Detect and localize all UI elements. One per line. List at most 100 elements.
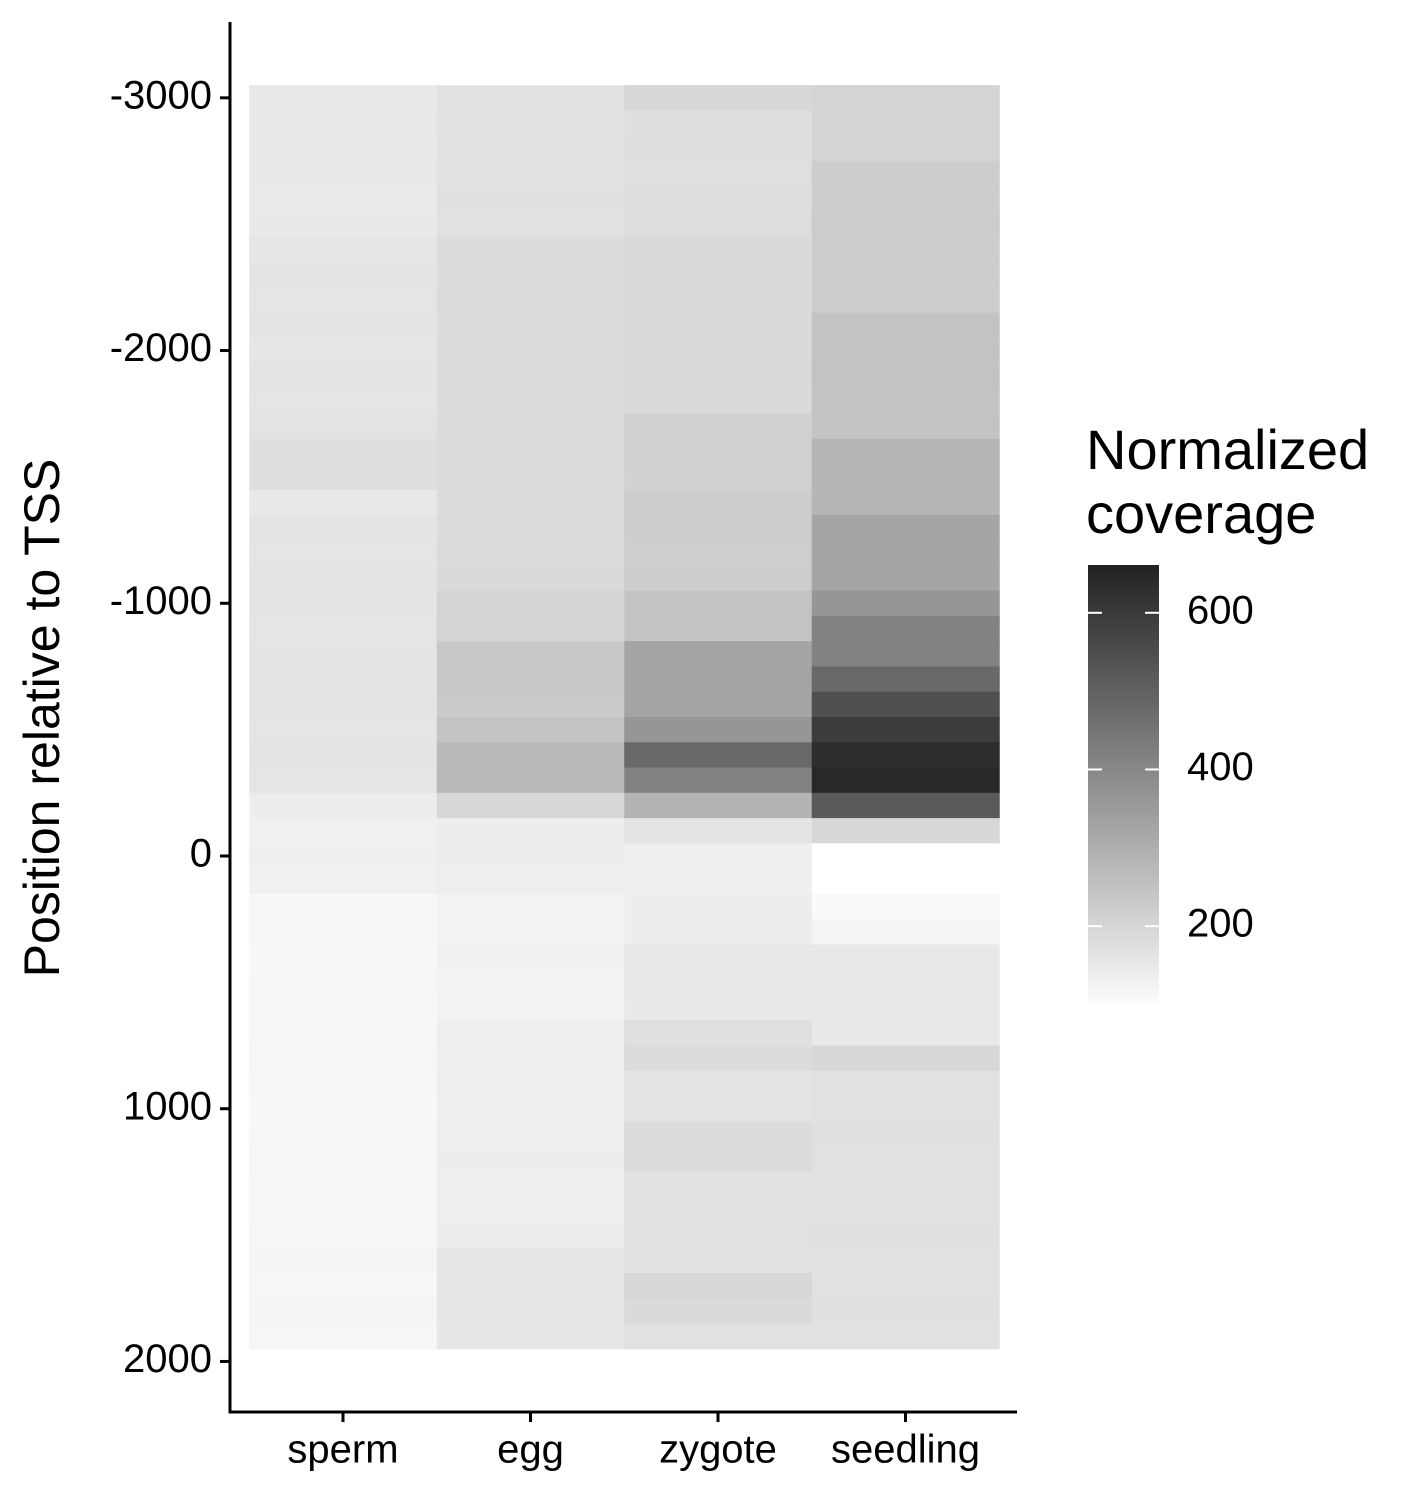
heat-cell bbox=[624, 666, 813, 693]
heat-cell bbox=[436, 1070, 625, 1097]
heat-cell bbox=[811, 818, 1000, 844]
heat-cell bbox=[249, 388, 438, 415]
colorbar-title-box: Normalized coverage bbox=[1086, 418, 1369, 545]
heat-cell bbox=[436, 767, 625, 794]
x-tick-label: zygote bbox=[659, 1428, 777, 1472]
heat-cell bbox=[811, 1020, 1000, 1047]
colorbar-tick-label: 400 bbox=[1187, 745, 1254, 789]
heat-cell bbox=[624, 641, 813, 667]
heat-cell bbox=[249, 1096, 438, 1122]
heat-cell bbox=[811, 565, 1000, 592]
heat-cell bbox=[624, 514, 813, 541]
heat-cell bbox=[624, 615, 813, 642]
heat-cell bbox=[436, 1121, 625, 1148]
heat-cell bbox=[811, 413, 1000, 440]
heat-cell bbox=[436, 363, 625, 389]
heat-cell bbox=[436, 1096, 625, 1122]
heat-cell bbox=[811, 186, 1000, 213]
heat-cell bbox=[624, 1146, 813, 1173]
heat-cell bbox=[624, 161, 813, 187]
heat-cell bbox=[624, 388, 813, 415]
heat-cell bbox=[249, 464, 438, 491]
heat-cell bbox=[436, 818, 625, 844]
heat-cell bbox=[436, 135, 625, 162]
heat-cell bbox=[811, 1247, 1000, 1274]
heat-cell bbox=[624, 262, 813, 288]
heat-cell bbox=[624, 767, 813, 794]
heat-cell bbox=[249, 1121, 438, 1148]
heat-cell bbox=[436, 944, 625, 971]
heat-cell bbox=[624, 818, 813, 844]
heat-cell bbox=[249, 767, 438, 794]
heat-cell bbox=[811, 161, 1000, 187]
heat-cell bbox=[811, 236, 1000, 263]
heat-cell bbox=[811, 1323, 1000, 1350]
heat-cell bbox=[249, 1146, 438, 1173]
heat-cell bbox=[624, 312, 813, 339]
heat-cell bbox=[436, 1146, 625, 1173]
colorbar bbox=[1088, 565, 1159, 1010]
heat-cell bbox=[811, 85, 1000, 111]
y-tick-label: -3000 bbox=[110, 73, 212, 117]
heat-cell bbox=[249, 565, 438, 592]
heat-cell bbox=[249, 843, 438, 870]
heat-cell bbox=[624, 413, 813, 440]
heat-cell bbox=[249, 312, 438, 339]
heat-cell bbox=[811, 439, 1000, 465]
heat-cell bbox=[249, 363, 438, 389]
heat-cell bbox=[624, 1323, 813, 1350]
heat-cell bbox=[624, 1247, 813, 1274]
heat-cell bbox=[436, 489, 625, 516]
heat-cell bbox=[249, 590, 438, 617]
heat-cell bbox=[249, 615, 438, 642]
heat-cell bbox=[811, 1171, 1000, 1198]
heat-cell bbox=[249, 1020, 438, 1047]
heat-cell bbox=[811, 893, 1000, 920]
heat-cell bbox=[811, 1298, 1000, 1325]
heat-cell bbox=[624, 363, 813, 389]
heat-cell bbox=[624, 287, 813, 314]
heat-cell bbox=[436, 262, 625, 288]
heat-cell bbox=[436, 287, 625, 314]
heat-cell bbox=[249, 489, 438, 516]
heat-cell bbox=[811, 843, 1000, 870]
heat-cell bbox=[811, 1045, 1000, 1072]
heat-cell bbox=[249, 818, 438, 844]
heat-cell bbox=[249, 236, 438, 263]
heat-cell bbox=[624, 1197, 813, 1223]
heat-cell bbox=[624, 489, 813, 516]
heat-cell bbox=[811, 489, 1000, 516]
heat-cell bbox=[249, 337, 438, 364]
heat-cell bbox=[436, 236, 625, 263]
heat-cell bbox=[249, 1247, 438, 1274]
heat-cell bbox=[436, 1171, 625, 1198]
y-tick-label: -1000 bbox=[110, 579, 212, 623]
heat-cell bbox=[811, 615, 1000, 642]
x-tick-label: seedling bbox=[831, 1428, 980, 1472]
heat-cell bbox=[624, 1121, 813, 1148]
heat-cell bbox=[249, 717, 438, 743]
heat-cell bbox=[249, 742, 438, 769]
x-tick-label: sperm bbox=[287, 1428, 398, 1472]
heat-cell bbox=[436, 792, 625, 819]
heat-cell bbox=[436, 590, 625, 617]
heat-cell bbox=[249, 1298, 438, 1325]
heat-cell bbox=[249, 969, 438, 996]
heat-cell bbox=[436, 388, 625, 415]
heat-cell bbox=[624, 337, 813, 364]
heat-cell bbox=[811, 995, 1000, 1021]
heat-cell bbox=[249, 135, 438, 162]
heat-cell bbox=[436, 514, 625, 541]
heat-cell bbox=[436, 161, 625, 187]
heat-cell bbox=[811, 641, 1000, 667]
heat-cell bbox=[249, 85, 438, 111]
heat-cell bbox=[436, 439, 625, 465]
heat-cell bbox=[811, 717, 1000, 743]
heat-cell bbox=[436, 85, 625, 111]
heat-cell bbox=[624, 1045, 813, 1072]
heat-cell bbox=[811, 1070, 1000, 1097]
heat-cell bbox=[249, 413, 438, 440]
heat-cell bbox=[249, 1197, 438, 1223]
heat-cell bbox=[811, 944, 1000, 971]
